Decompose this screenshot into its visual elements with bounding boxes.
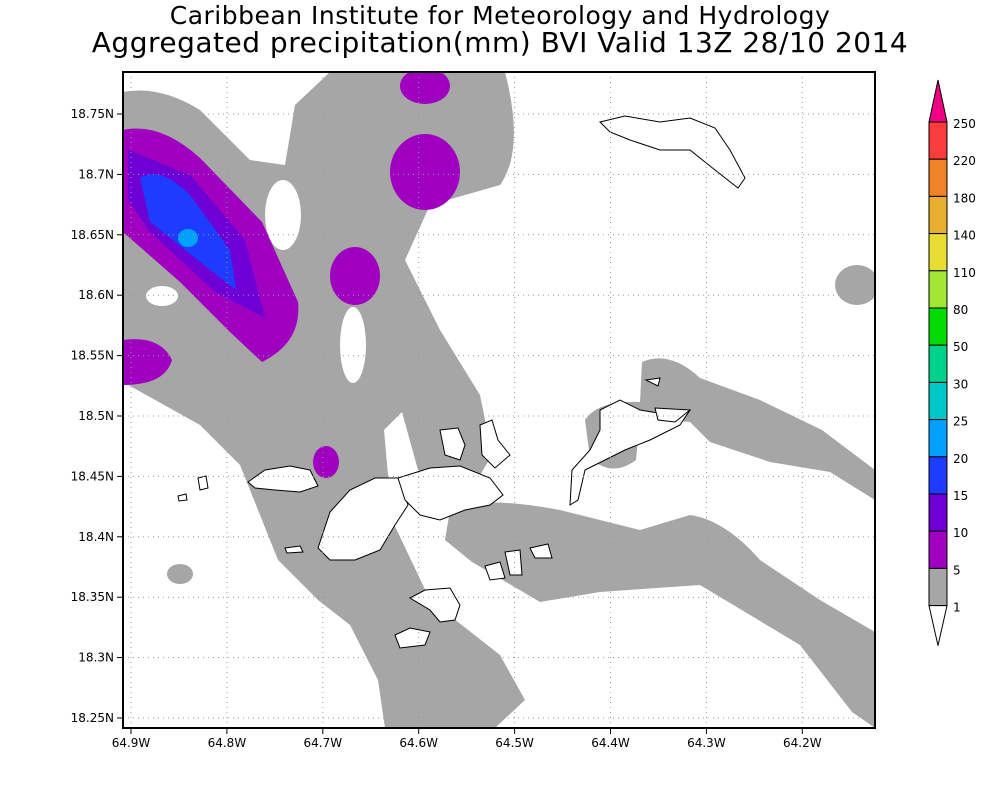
map-frame [122, 71, 876, 729]
contour-5-10mm [390, 134, 460, 210]
colorbar-level-label: 20 [953, 452, 968, 466]
island-outline [479, 419, 511, 469]
lat-tick-label: 18.75N [71, 107, 114, 121]
colorbar-level-label: 80 [953, 303, 968, 317]
colorbar-level-label: 30 [953, 377, 968, 391]
colorbar-swatch [928, 344, 948, 383]
contour-20-25mm [178, 229, 198, 247]
colorbar-level-label: 110 [953, 266, 976, 280]
colorbar-level-label: 15 [953, 489, 968, 503]
colorbar-level-label: 10 [953, 526, 968, 540]
lon-tick-label: 64.8W [208, 736, 247, 750]
colorbar-level-label: 1 [953, 601, 961, 615]
colorbar-level-label: 250 [953, 117, 976, 131]
island-outline [569, 399, 692, 506]
island-outline [599, 115, 746, 189]
contour-1-5mm [585, 358, 875, 500]
contour-5-10mm [330, 247, 380, 305]
colorbar-swatch [928, 530, 948, 569]
lon-tick-label: 64.4W [591, 736, 630, 750]
lon-tick-label: 64.7W [304, 736, 343, 750]
colorbar-level-label: 220 [953, 154, 976, 168]
grid-lines [123, 72, 875, 728]
lon-tick-label: 64.5W [495, 736, 534, 750]
contour-5-10mm [123, 339, 172, 385]
colorbar-swatch [928, 233, 948, 272]
contour-hole [340, 307, 366, 383]
lon-tick-label: 64.9W [112, 736, 151, 750]
island-outline [529, 543, 553, 559]
lon-tick-label: 64.6W [399, 736, 438, 750]
colorbar-swatch [928, 419, 948, 458]
island-outline [644, 377, 661, 387]
lat-tick-label: 18.25N [71, 711, 114, 725]
colorbar-swatch [928, 195, 948, 235]
lat-tick-label: 18.6N [78, 288, 114, 302]
lat-tick-label: 18.45N [71, 469, 114, 483]
colorbar-level-label: 180 [953, 191, 976, 205]
figure-title-product: Aggregated precipitation(mm) BVI Valid 1… [91, 26, 909, 59]
contour-hole [146, 286, 178, 306]
island-outline [504, 549, 523, 576]
island-outline [654, 407, 692, 423]
colorbar-swatch [928, 567, 948, 607]
colorbar-swatch [928, 307, 948, 346]
contour-5-10mm [400, 72, 450, 104]
colorbar-swatch [928, 121, 948, 160]
island-outline [197, 475, 209, 491]
colorbar-level-label: 140 [953, 229, 976, 243]
colorbar-level-label: 5 [953, 563, 961, 577]
colorbar-swatch [928, 158, 948, 197]
island-outline [484, 561, 506, 581]
colorbar-swatch [928, 456, 948, 495]
longitude-axis: 64.9W 64.8W 64.7W 64.6W 64.5W 64.4W 64.3W 64.2W [112, 728, 822, 750]
colorbar-legend: 250 220 180 140 110 80 50 30 25 20 15 10 5 1 [928, 79, 976, 646]
lon-tick-label: 64.3W [687, 736, 726, 750]
island-outline [247, 465, 319, 493]
contour-hole [265, 180, 301, 250]
lat-tick-label: 18.4N [78, 530, 114, 544]
colorbar-swatch [928, 493, 948, 532]
lat-tick-label: 18.35N [71, 590, 114, 604]
island-outlines [177, 115, 746, 649]
colorbar-level-label: 25 [953, 415, 968, 429]
colorbar-max-arrow [928, 79, 948, 123]
contour-1-5mm [167, 564, 193, 584]
island-outline [397, 465, 504, 521]
lon-tick-label: 64.2W [783, 736, 822, 750]
latitude-axis: 18.75N 18.7N 18.65N 18.6N 18.55N 18.5N 18.45N 1… [71, 107, 123, 725]
lat-tick-label: 18.5N [78, 409, 114, 423]
contour-5-10mm [313, 446, 339, 478]
precip-contours [123, 72, 875, 728]
lat-tick-label: 18.55N [71, 349, 114, 363]
lat-tick-label: 18.65N [71, 228, 114, 242]
island-outline [177, 493, 188, 502]
colorbar-min-arrow [928, 605, 948, 646]
lat-tick-label: 18.7N [78, 167, 114, 181]
colorbar-level-label: 50 [953, 340, 968, 354]
island-outline [394, 627, 431, 649]
contour-1-5mm [445, 502, 875, 728]
figure-title-institute: Caribbean Institute for Meteorology and … [169, 1, 831, 30]
island-outline [317, 477, 409, 561]
island-outline [439, 427, 466, 461]
colorbar-swatch [928, 270, 948, 309]
island-outline [284, 545, 304, 554]
island-outline [408, 587, 461, 623]
colorbar-swatch [928, 381, 948, 421]
contour-1-5mm [835, 265, 875, 305]
lat-tick-label: 18.3N [78, 651, 114, 665]
